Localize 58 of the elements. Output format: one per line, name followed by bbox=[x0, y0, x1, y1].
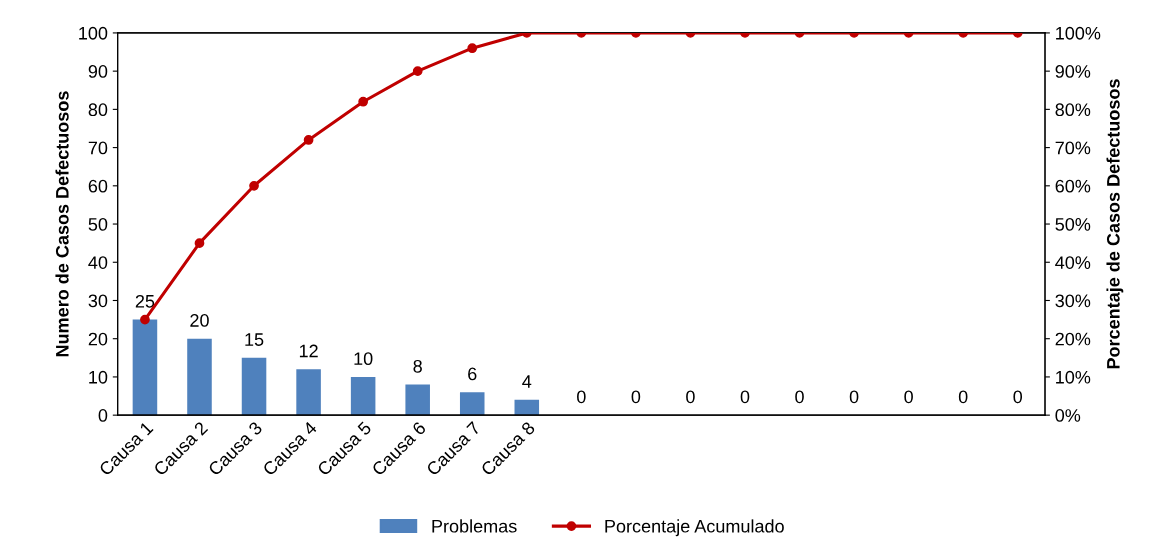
data-label: 0 bbox=[849, 390, 859, 404]
y2-tick-label: 20% bbox=[1055, 332, 1091, 346]
y2-tick-label: 50% bbox=[1055, 217, 1091, 231]
y2-tick-label: 100% bbox=[1056, 26, 1101, 40]
point bbox=[140, 314, 150, 325]
bar bbox=[459, 392, 485, 416]
y2-tick-label: 60% bbox=[1055, 179, 1091, 193]
data-label: 0 bbox=[686, 390, 695, 404]
data-label: 15 bbox=[245, 333, 264, 346]
y-tick-label: 60 bbox=[88, 179, 108, 193]
y-tick-label: 40 bbox=[88, 256, 108, 269]
data-label: 25 bbox=[135, 294, 155, 308]
data-label: 4 bbox=[522, 375, 532, 388]
bar bbox=[296, 369, 321, 416]
point bbox=[249, 180, 259, 191]
point bbox=[194, 238, 205, 249]
y-tick-label: 0 bbox=[98, 409, 108, 422]
bar bbox=[350, 376, 376, 416]
legend-label: Problemas bbox=[432, 519, 517, 533]
y2-tick-label: 70% bbox=[1055, 141, 1091, 155]
data-label: 10 bbox=[354, 352, 373, 366]
y-tick-label: 70 bbox=[88, 141, 108, 155]
data-label: 0 bbox=[1013, 390, 1023, 404]
legend-label: Porcentaje Acumulado bbox=[605, 519, 784, 537]
y2-tick-label: 90% bbox=[1055, 65, 1091, 78]
y-tick-label: 20 bbox=[88, 332, 108, 346]
point bbox=[358, 96, 368, 107]
bar bbox=[405, 384, 430, 416]
y-tick-label: 50 bbox=[88, 217, 108, 231]
bar bbox=[241, 357, 267, 416]
y-tick-label: 90 bbox=[88, 65, 108, 78]
data-label: 6 bbox=[468, 367, 477, 381]
y2-tick-label: 30% bbox=[1055, 294, 1091, 308]
point bbox=[412, 66, 423, 77]
y2-tick-label: 80% bbox=[1055, 103, 1091, 117]
y-tick-label: 80 bbox=[88, 103, 108, 117]
y-tick-label: 10 bbox=[89, 370, 108, 384]
data-label: 8 bbox=[413, 359, 422, 373]
bar bbox=[187, 338, 212, 416]
bar bbox=[132, 319, 158, 416]
data-label: 0 bbox=[958, 390, 968, 404]
y2-tick-label: 40% bbox=[1055, 256, 1091, 269]
point bbox=[303, 135, 314, 145]
data-label: 0 bbox=[904, 390, 913, 404]
y-tick-label: 100 bbox=[79, 26, 108, 40]
data-label: 0 bbox=[577, 390, 586, 404]
data-label: 12 bbox=[299, 344, 318, 358]
data-label: 0 bbox=[631, 390, 641, 404]
point bbox=[467, 43, 478, 54]
y-axis-title: Numero de Casos Defectuosos bbox=[55, 91, 69, 357]
y-tick-label: 30 bbox=[88, 294, 108, 308]
y2-axis-title: Porcentaje de Casos Defectuosos bbox=[1106, 79, 1124, 369]
y2-tick-label: 0% bbox=[1055, 409, 1081, 422]
data-label: 0 bbox=[740, 390, 750, 404]
data-label: 0 bbox=[795, 390, 804, 404]
bar bbox=[514, 399, 540, 416]
y2-tick-label: 10% bbox=[1056, 370, 1091, 384]
data-label: 20 bbox=[190, 314, 209, 327]
